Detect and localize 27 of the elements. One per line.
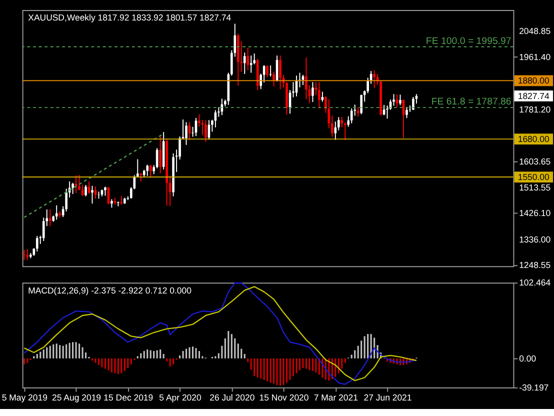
y-tick-label: -39.197 bbox=[519, 382, 549, 392]
y-tick-label: 1336.00 bbox=[519, 234, 551, 244]
chart-title: XAUUSD,Weekly 1817.92 1833.92 1801.57 1827.74 bbox=[28, 12, 232, 23]
x-tick-label: 27 Jun 2021 bbox=[364, 392, 412, 402]
x-tick-label: 15 Dec 2019 bbox=[104, 392, 154, 402]
x-tick-label: 26 Jul 2020 bbox=[210, 392, 255, 402]
ref-line-label: 1680.00 bbox=[518, 134, 550, 144]
x-tick-label: 5 Apr 2020 bbox=[159, 392, 202, 402]
y-tick-label: 0.00 bbox=[519, 353, 536, 364]
ref-line-label: FE 61.8 = 1787.86 bbox=[431, 96, 512, 108]
y-tick-label: 2048.85 bbox=[519, 26, 551, 36]
y-tick-label: 1248.55 bbox=[519, 260, 551, 270]
ref-line-label: 1880.00 bbox=[518, 76, 550, 86]
x-tick-label: 7 Mar 2021 bbox=[314, 392, 358, 402]
y-tick-label: 1603.65 bbox=[519, 156, 551, 166]
y-tick-label: 1781.20 bbox=[519, 104, 551, 114]
ref-line-label: FE 100.0 = 1995.97 bbox=[426, 36, 512, 47]
x-tick-label: 5 May 2019 bbox=[2, 392, 48, 402]
x-tick-label: 25 Aug 2019 bbox=[52, 392, 102, 402]
y-tick-label: 102.464 bbox=[519, 278, 551, 288]
y-tick-label: 1426.10 bbox=[519, 208, 551, 218]
y-tick-label: 1513.55 bbox=[519, 182, 551, 193]
text: 1827.74 bbox=[518, 90, 550, 101]
ref-line-label: 1550.00 bbox=[518, 172, 550, 182]
y-tick-label: 1961.40 bbox=[519, 52, 551, 62]
chart-title: MACD(12,26,9) -2.375 -2.922 0.712 0.000 bbox=[28, 285, 192, 296]
x-tick-label: 15 Nov 2020 bbox=[259, 392, 309, 402]
